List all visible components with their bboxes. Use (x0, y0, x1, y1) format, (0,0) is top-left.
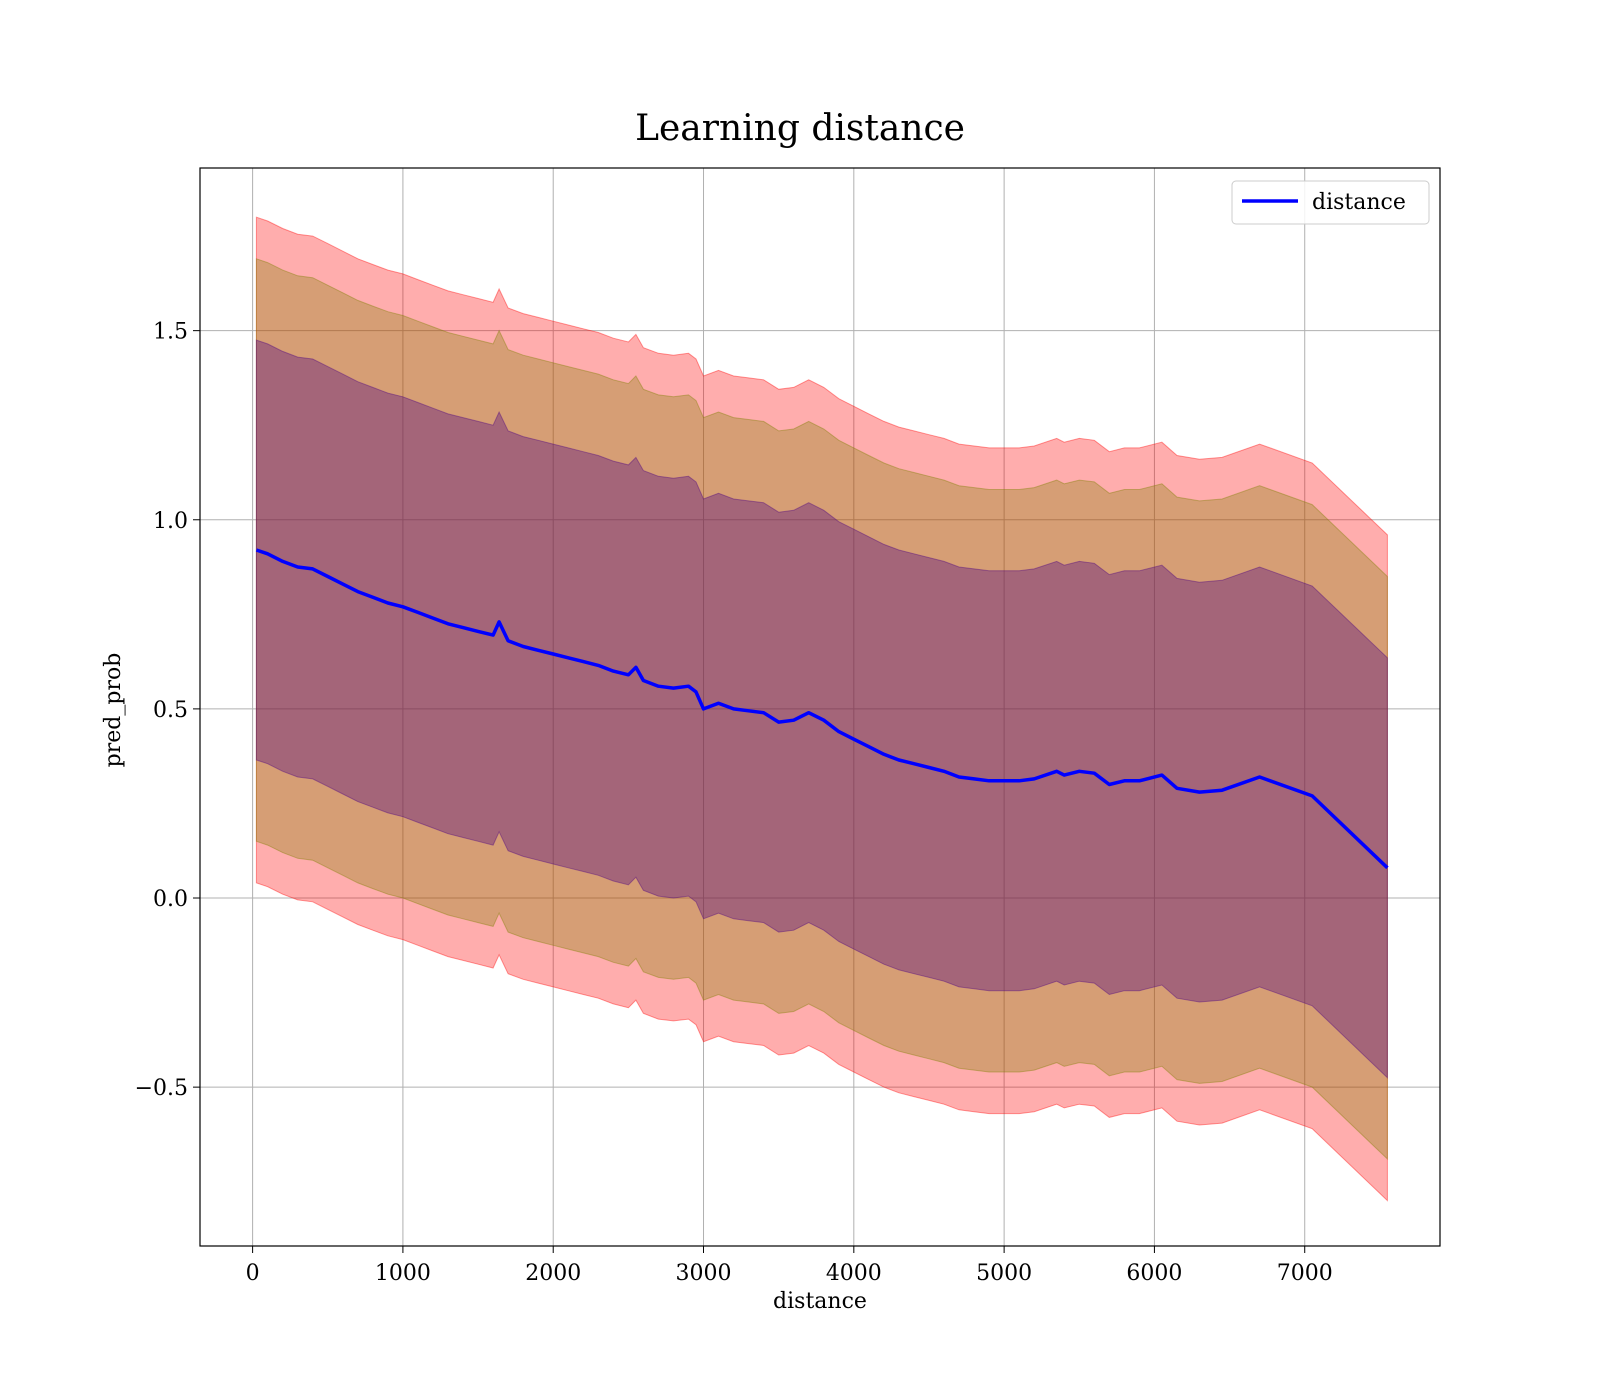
x-tick-label: 3000 (676, 1261, 732, 1286)
y-tick-label: 1.0 (153, 509, 188, 534)
x-tick-label: 0 (246, 1261, 260, 1286)
x-tick-label: 6000 (1126, 1261, 1182, 1286)
legend-box (1231, 180, 1430, 225)
chart-title: Learning distance (635, 108, 965, 149)
y-tick-label: −0.5 (135, 1076, 188, 1101)
y-axis-ticks: −0.5 0.0 0.5 1.0 1.5 (135, 320, 200, 1101)
band-inner (255, 339, 1388, 1079)
y-tick-label: 0.5 (153, 698, 188, 723)
plot-frame (199, 167, 1441, 1247)
band-middle (255, 258, 1388, 1161)
x-axis-label: distance (773, 1289, 867, 1314)
grid (200, 168, 1440, 1246)
x-tick-label: 7000 (1277, 1261, 1333, 1286)
series-lines (255, 548, 1389, 870)
legend-label-distance: distance (1312, 190, 1406, 215)
x-tick-label: 5000 (976, 1261, 1032, 1286)
confidence-bands (255, 216, 1388, 1202)
x-tick-label: 4000 (826, 1261, 882, 1286)
y-tick-label: 0.0 (153, 887, 188, 912)
x-axis-ticks: 0 1000 2000 3000 4000 5000 6000 7000 (246, 1246, 1333, 1286)
x-tick-label: 1000 (375, 1261, 431, 1286)
series-line-distance (255, 548, 1389, 870)
x-tick-label: 2000 (525, 1261, 581, 1286)
y-axis-label: pred_prob (101, 653, 126, 768)
band-outer (255, 216, 1388, 1202)
legend: distance (1231, 180, 1430, 225)
y-tick-label: 1.5 (153, 320, 188, 345)
